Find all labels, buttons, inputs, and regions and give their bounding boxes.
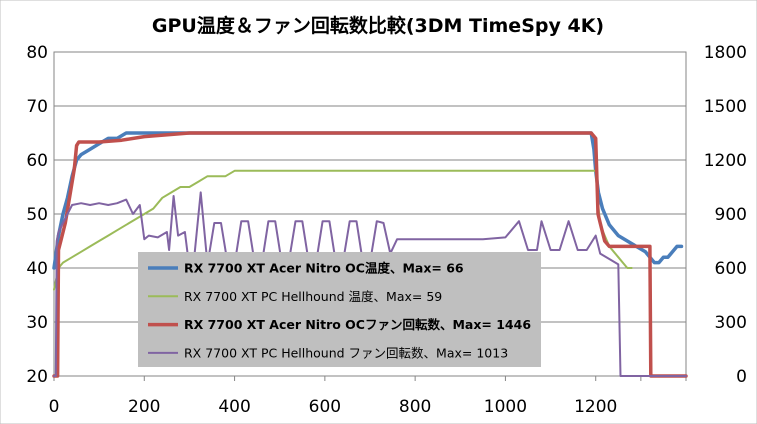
x-tick-label: 200 (128, 397, 160, 417)
legend-label: RX 7700 XT PC Hellhound ファン回転数、Max= 1013 (184, 345, 508, 360)
x-axis-labels: 0 200 400 600 800 1000 1200 (49, 397, 618, 417)
y-tick-label: 30 (26, 313, 48, 333)
y-tick-label: 70 (26, 97, 48, 117)
y2-tick-label: 300 (715, 313, 747, 333)
x-tick-label: 1000 (484, 397, 527, 417)
x-tick-label: 600 (309, 397, 341, 417)
x-tick-label: 0 (49, 397, 60, 417)
y-tick-label: 60 (26, 151, 48, 171)
x-tick-label: 800 (399, 397, 431, 417)
y2-tick-label: 600 (715, 259, 747, 279)
y2-tick-label: 900 (715, 205, 747, 225)
x-tick-label: 400 (218, 397, 250, 417)
legend-label: RX 7700 XT PC Hellhound 温度、Max= 59 (184, 289, 442, 304)
y2-tick-label: 1200 (704, 151, 747, 171)
y2-tick-label: 1500 (704, 97, 747, 117)
series-line-3 (52, 131, 688, 378)
y-tick-label: 20 (26, 367, 48, 387)
plot-area (53, 51, 687, 377)
y-axis-right-labels: 0 300 600 900 1200 1500 1800 (704, 43, 747, 387)
legend-box (138, 252, 541, 367)
legend: RX 7700 XT Acer Nitro OC温度、Max= 66 RX 770… (138, 252, 541, 367)
legend-label: RX 7700 XT Acer Nitro OCファン回転数、Max= 1446 (184, 317, 531, 332)
y2-tick-label: 1800 (704, 43, 747, 63)
y-tick-label: 40 (26, 259, 48, 279)
x-tick-label: 1200 (574, 397, 617, 417)
y-axis-left-labels: 20 30 40 50 60 70 80 (26, 43, 48, 387)
chart-title: GPU温度＆ファン回転数比較(3DM TimeSpy 4K) (152, 14, 604, 37)
y-tick-label: 50 (26, 205, 48, 225)
y-tick-label: 80 (26, 43, 48, 63)
y2-tick-label: 0 (736, 367, 747, 387)
legend-label: RX 7700 XT Acer Nitro OC温度、Max= 66 (184, 261, 464, 276)
